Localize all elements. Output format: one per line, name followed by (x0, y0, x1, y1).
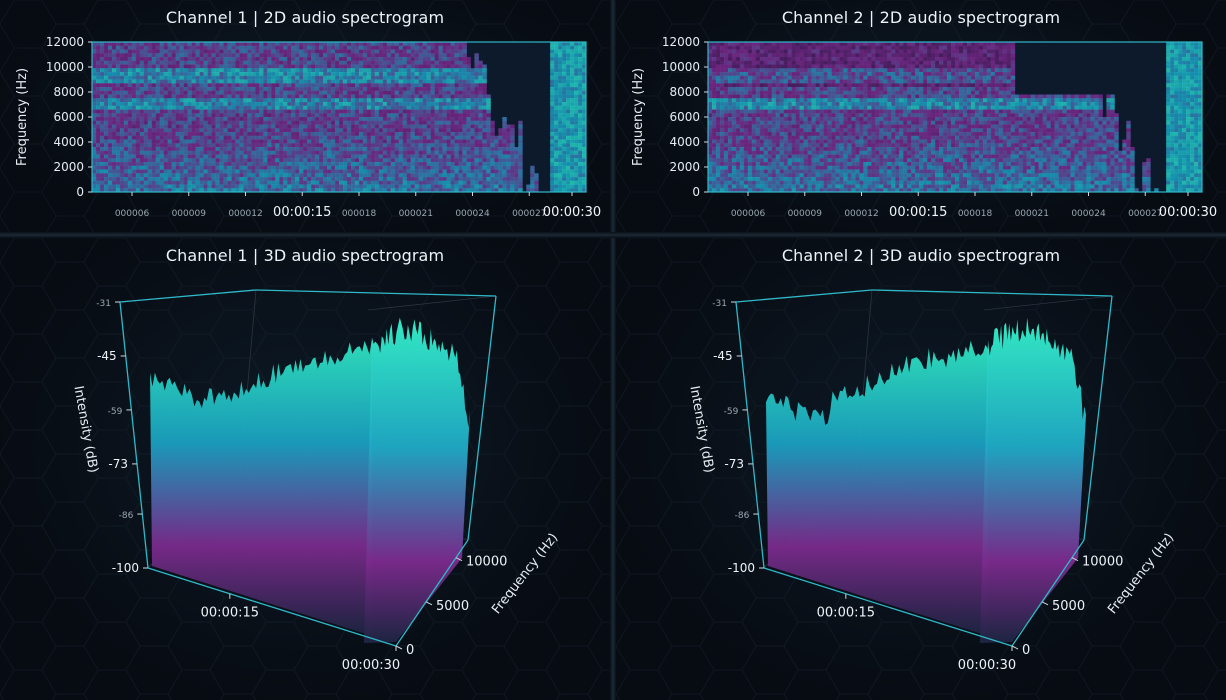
spectrum-ridge (980, 317, 1086, 643)
x-tick-label: 000018 (958, 209, 993, 219)
y-tick-label: -45 (713, 349, 733, 363)
x-tick-label: 000012 (844, 209, 878, 219)
x-tick-label: 000027 (1128, 209, 1162, 219)
y-tick-label: 2000 (669, 160, 700, 174)
z-axis-label: Frequency (Hz) (489, 531, 561, 617)
y-tick-label: 6000 (53, 110, 84, 124)
x-tick-label: 000009 (172, 209, 207, 219)
panel-divider-vertical (610, 0, 616, 700)
x-tick-label: 000021 (1015, 209, 1049, 219)
z-tick (1041, 601, 1049, 606)
x-tick-label: 000024 (1071, 209, 1106, 219)
y-tick-label: -100 (728, 561, 755, 575)
y-tick-label: 6000 (669, 110, 700, 124)
z-tick-label: 10000 (1082, 555, 1123, 570)
panel-ch1-3d: Channel 1 | 3D audio spectrogram -31 -45-… (0, 238, 610, 700)
x-tick-label: 000027 (512, 209, 546, 219)
y-tick-label: -73 (108, 457, 128, 471)
x-tick-label: 000006 (115, 209, 150, 219)
z-tick (1071, 557, 1079, 562)
spectrum-front-mass (766, 340, 988, 636)
x-tick-label: 00:00:30 (342, 658, 400, 673)
x-tick-label: 000012 (228, 209, 262, 219)
y-tick-label: 10000 (662, 60, 700, 74)
z-tick-label: 5000 (436, 599, 469, 614)
z-tick (1011, 645, 1019, 650)
x-tick-label: 00:00:15 (817, 606, 875, 621)
panel-divider-horizontal (0, 232, 1226, 238)
y-axis-label: Frequency (Hz) (631, 68, 646, 166)
y-tick-label: -86 (119, 511, 134, 521)
z-axis-label: Frequency (Hz) (1105, 531, 1177, 617)
y-axis-label: Intensity (dB) (70, 385, 100, 474)
x-tick-label: 000009 (788, 209, 823, 219)
z-tick (425, 601, 433, 606)
chart-title: Channel 1 | 3D audio spectrogram (165, 246, 445, 265)
y-tick-label: -59 (108, 407, 123, 417)
x-tick-label: 000006 (731, 209, 766, 219)
y-tick-label: 8000 (669, 85, 700, 99)
y-tick-label: 0 (76, 185, 84, 199)
spectrogram-cells (708, 42, 1203, 193)
y-tick-label: -73 (724, 457, 744, 471)
spectrogram-3d-ch2[interactable]: -31 -45 -59 -73 -86 -100 Intensity (dB) 00:00:1… (616, 238, 1226, 700)
x-tick-label: 00:00:30 (958, 658, 1016, 673)
x-tick-label: 000018 (342, 209, 377, 219)
y-tick-label: -86 (735, 511, 750, 521)
z-tick (455, 557, 463, 562)
y-tick-label: -100 (112, 561, 139, 575)
y-tick-label: 12000 (662, 35, 700, 49)
y-tick-label: -31 (712, 299, 727, 309)
y-tick-label: 0 (692, 185, 700, 199)
y-axis-label: Intensity (dB) (686, 385, 716, 474)
spectrogram-cells (92, 42, 587, 193)
chart-title: Channel 2 | 2D audio spectrogram (781, 8, 1061, 27)
panel-ch1-2d: Channel 1 | 2D audio spectrogram 0 2000 40… (0, 0, 610, 232)
z-tick-label: 0 (1022, 643, 1030, 658)
spectrogram-3d-ch1[interactable]: -31 -45 -59 -73 -86 -100 Intensity (dB) 00:00:1… (0, 238, 610, 700)
spectrum-surface (150, 317, 470, 643)
z-tick-label: 5000 (1052, 599, 1085, 614)
y-tick-label: 12000 (46, 35, 84, 49)
spectrum-surface (766, 317, 1086, 643)
y-tick-label: -59 (724, 407, 739, 417)
x-tick-label: 00:00:15 (273, 205, 331, 220)
spectrogram-2d-ch1[interactable]: 0 2000 4000 6000 8000 10000 12000 Frequency (Hz… (0, 0, 610, 232)
z-tick-label: 0 (406, 643, 414, 658)
x-tick-label: 00:00:15 (201, 606, 259, 621)
y-tick-label: 2000 (53, 160, 84, 174)
y-tick-label: -31 (96, 299, 111, 309)
spectrogram-2d-ch2[interactable]: 0 2000 4000 6000 8000 10000 12000 Frequency (Hz… (616, 0, 1226, 232)
z-tick (395, 645, 403, 650)
y-axis-label: Frequency (Hz) (15, 68, 30, 166)
x-tick-label: 00:00:30 (1159, 205, 1217, 220)
z-tick-label: 10000 (466, 555, 507, 570)
spectrum-ridge (364, 317, 470, 643)
x-tick-label: 000021 (399, 209, 433, 219)
y-tick-label: -45 (97, 349, 117, 363)
x-tick-label: 000024 (455, 209, 490, 219)
spectrum-front-mass (150, 338, 372, 636)
y-tick-label: 4000 (669, 135, 700, 149)
y-tick-label: 4000 (53, 135, 84, 149)
panel-ch2-3d: Channel 2 | 3D audio spectrogram -31 -45-… (616, 238, 1226, 700)
chart-title: Channel 1 | 2D audio spectrogram (165, 8, 445, 27)
chart-title: Channel 2 | 3D audio spectrogram (781, 246, 1061, 265)
x-tick-label: 00:00:30 (543, 205, 601, 220)
panel-ch2-2d: Channel 2 | 2D audio spectrogram 0 2000 40… (616, 0, 1226, 232)
y-tick-label: 8000 (53, 85, 84, 99)
x-tick-label: 00:00:15 (889, 205, 947, 220)
y-tick-label: 10000 (46, 60, 84, 74)
axis-box (119, 289, 497, 647)
